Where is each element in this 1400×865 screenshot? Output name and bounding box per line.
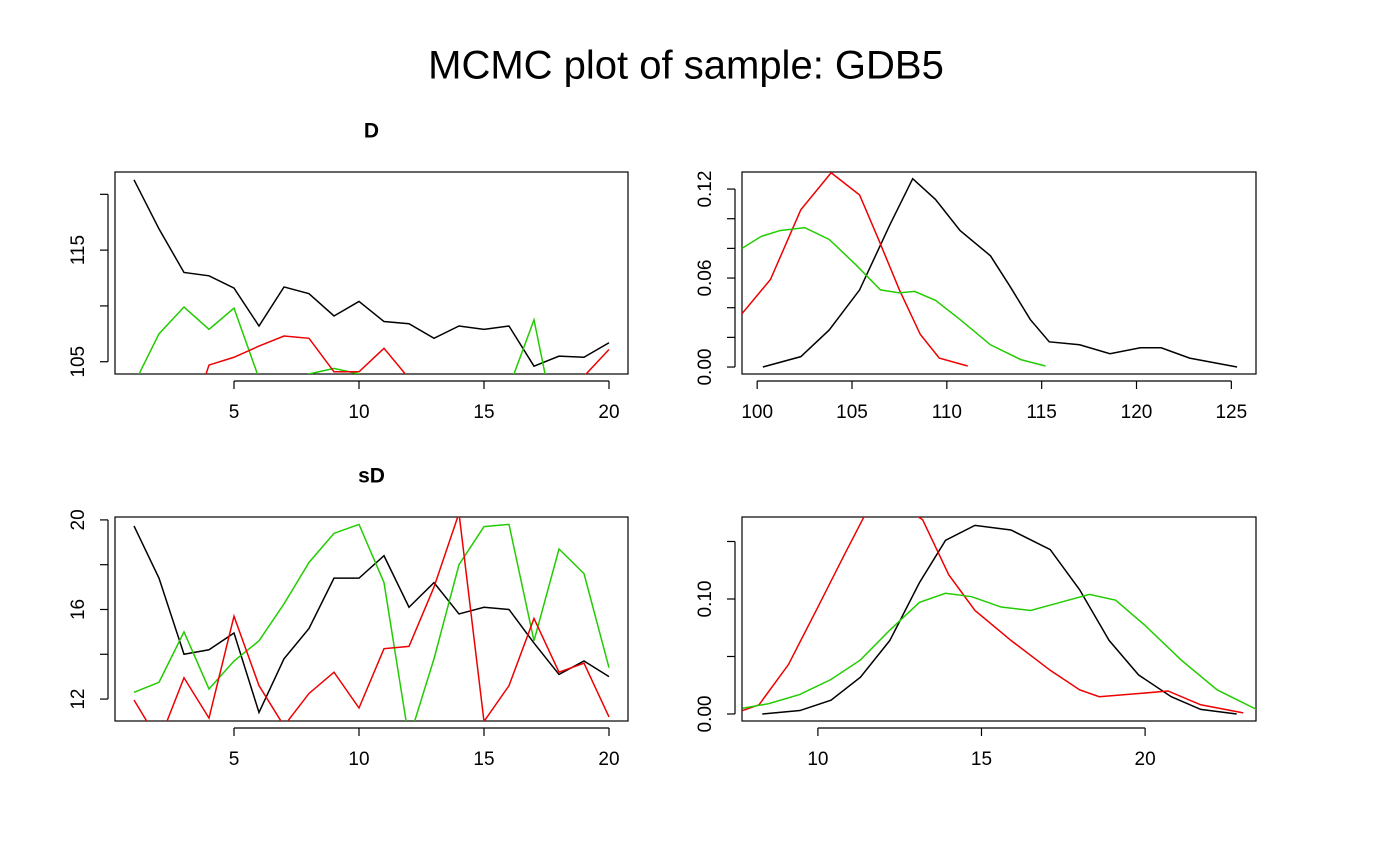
density-line [742,226,1046,367]
y-tick-label: 105 [68,346,89,378]
y-tick-label: 115 [68,235,89,265]
plot-area [133,517,610,721]
panel-title: sD [358,465,385,488]
x-tick-label: 10 [807,749,828,770]
x-tick-label: 20 [598,402,619,423]
plot-frame [114,516,629,722]
x-tick-label: 115 [1027,402,1057,423]
y-tick-label: 20 [68,509,89,530]
trace-line [133,523,610,721]
y-tick-label: 0.00 [695,349,716,386]
x-tick-label: 5 [229,749,240,770]
panel-title: D [364,120,379,143]
x-tick-label: 105 [836,402,868,423]
density-line [762,524,1237,715]
x-tick-label: 110 [932,402,962,423]
y-tick-label: 0.00 [695,695,716,732]
density-line [742,517,1244,714]
x-tick-label: 15 [473,749,494,770]
plot-area [742,172,1238,368]
x-tick-label: 20 [1135,749,1156,770]
trace-line [133,525,610,715]
x-tick-label: 20 [598,749,619,770]
chart-title: MCMC plot of sample: GDB5 [428,44,944,88]
density-line [762,177,1238,368]
y-tick-label: 0.12 [695,171,716,208]
y-tick-label: 0.10 [695,580,716,617]
y-tick-label: 12 [68,688,89,709]
plot-frame [114,171,629,375]
density-line [742,172,968,367]
y-tick-label: 16 [68,599,89,620]
x-tick-label: 100 [741,402,773,423]
plot-area [742,517,1256,715]
x-tick-label: 125 [1215,402,1247,423]
x-tick-label: 10 [348,749,369,770]
density-line [742,592,1256,711]
plot-frame [741,516,1257,722]
trace-line [133,179,610,368]
y-tick-label: 0.06 [695,260,716,297]
plot-area [133,179,610,374]
plot-frame [741,171,1257,375]
x-tick-label: 120 [1121,402,1153,423]
trace-line [138,305,546,374]
trace-line [205,335,610,374]
trace-line [133,517,610,721]
x-tick-label: 10 [348,402,369,423]
x-tick-label: 5 [229,402,240,423]
x-tick-label: 15 [473,402,494,423]
x-tick-label: 15 [971,749,992,770]
